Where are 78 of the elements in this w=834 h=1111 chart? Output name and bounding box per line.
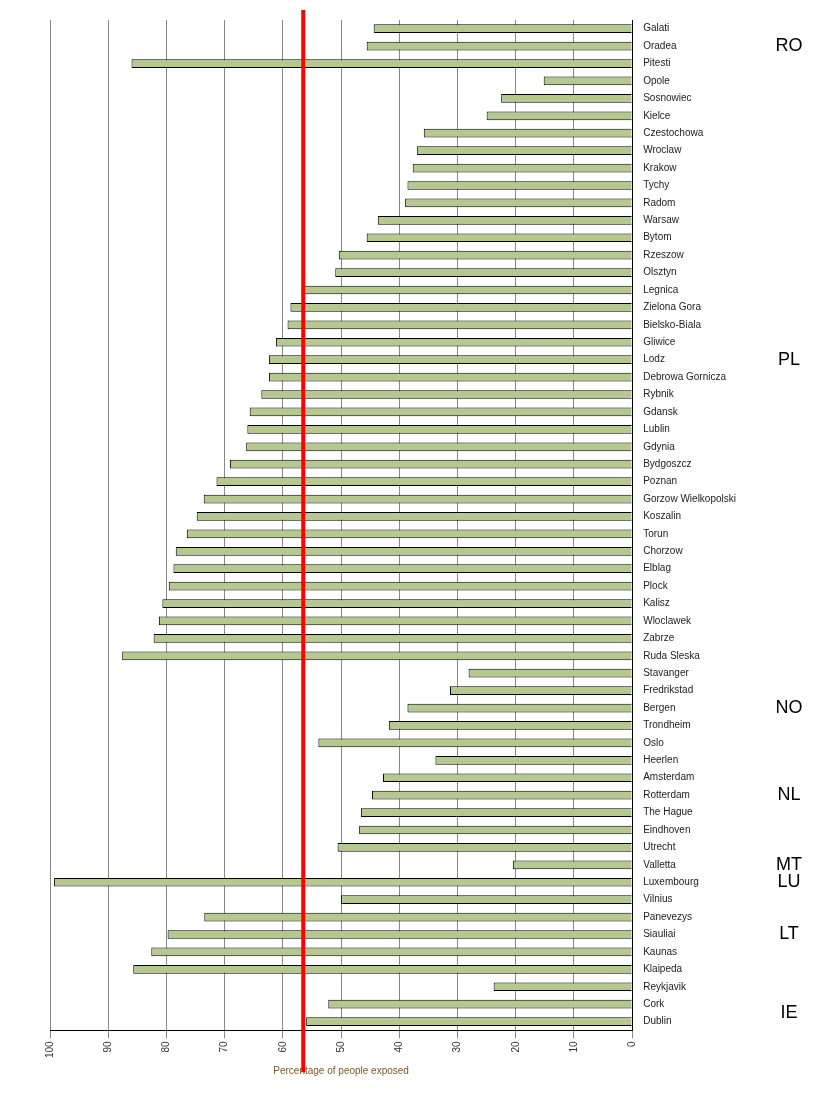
y-tick-label: Wroclaw	[643, 144, 683, 156]
y-tick-label: Radom	[643, 196, 676, 208]
y-tick-label: Tychy	[643, 179, 670, 191]
y-tick-label: Lodz	[643, 353, 665, 365]
y-tick-label: Rybnik	[643, 388, 675, 400]
y-tick-label: Kaunas	[643, 945, 678, 957]
y-tick-label: Bytom	[643, 231, 672, 243]
x-tick-label: 30	[451, 1040, 463, 1053]
y-tick-label: The Hague	[643, 806, 694, 818]
y-tick-label: Oradea	[643, 39, 677, 51]
y-tick-label: Chorzow	[643, 545, 684, 557]
y-tick-label: Gorzow Wielkopolski	[643, 492, 737, 504]
y-tick-label: Bergen	[643, 701, 676, 713]
y-tick-label: Cork	[643, 997, 666, 1009]
x-tick-label: 100	[43, 1040, 55, 1058]
y-tick-label: Galati	[643, 22, 670, 34]
text: NL	[777, 784, 801, 805]
y-tick-label: Siauliai	[643, 928, 676, 940]
y-tick-label: Gdansk	[643, 405, 679, 417]
y-tick-label: Bielsko-Biala	[643, 318, 702, 330]
y-tick-label: Fredrikstad	[643, 684, 694, 696]
x-tick-label: 60	[276, 1040, 288, 1053]
x-tick-label: 80	[160, 1040, 172, 1053]
y-tick-label: Czestochowa	[643, 126, 704, 138]
y-tick-label: Gdynia	[643, 440, 676, 452]
y-tick-label: Zabrze	[643, 632, 675, 644]
text: NO	[775, 697, 803, 718]
y-tick-label: Sosnowiec	[643, 92, 692, 104]
y-tick-label: Rotterdam	[643, 788, 690, 800]
y-tick-label: Trondheim	[643, 719, 691, 731]
y-tick-label: Koszalin	[643, 510, 682, 522]
y-tick-label: Torun	[643, 527, 669, 539]
y-tick-label: Warsaw	[643, 214, 680, 226]
y-tick-label: Amsterdam	[643, 771, 695, 783]
y-tick-label: Luxembourg	[643, 876, 699, 887]
y-tick-label: Klaipeda	[643, 963, 683, 975]
y-tick-label: Reykjavik	[643, 980, 687, 992]
y-tick-label: Olsztyn	[643, 266, 677, 278]
x-tick-label: 40	[393, 1040, 405, 1053]
y-tick-label: Dublin	[643, 1015, 672, 1027]
y-tick-label: Panevezys	[643, 910, 693, 922]
y-tick-label: Legnica	[643, 283, 679, 295]
y-tick-label: Plock	[643, 579, 669, 591]
y-tick-label: Zielona Gora	[643, 301, 702, 313]
y-tick-label: Kielce	[643, 109, 671, 121]
text: LU	[777, 871, 801, 892]
text: MT	[776, 853, 802, 874]
y-tick-label: Bydgoszcz	[643, 457, 692, 469]
y-tick-label: Ruda Sleska	[643, 649, 701, 661]
y-tick-label: Elblag	[643, 562, 672, 574]
y-tick-label: Poznan	[643, 475, 678, 487]
y-tick-label: Eindhoven	[643, 823, 691, 835]
x-tick-label: 10	[567, 1040, 579, 1053]
y-tick-label: Gliwice	[643, 336, 676, 348]
y-tick-label: Opole	[643, 74, 671, 86]
x-tick-label: 50	[334, 1040, 346, 1053]
text: LT	[779, 923, 799, 944]
y-tick-label: Lublin	[643, 423, 670, 435]
y-tick-label: Krakow	[643, 161, 678, 173]
y-tick-label: Utrecht	[643, 841, 676, 853]
y-tick-label: Heerlen	[643, 754, 679, 766]
text: IE	[780, 1001, 798, 1022]
y-tick-label: Rzeszow	[643, 248, 685, 260]
x-tick-label: 20	[509, 1040, 521, 1053]
y-tick-label: Vilnius	[643, 893, 673, 905]
x-tick-label: 90	[101, 1040, 113, 1053]
y-tick-label: Kalisz	[643, 597, 670, 609]
x-axis-title: Percentage of people exposed	[273, 1064, 409, 1076]
y-tick-label: Wloclawek	[643, 614, 692, 626]
text: PL	[777, 348, 801, 369]
x-tick-label: 70	[218, 1040, 230, 1053]
y-tick-label: Stavanger	[643, 666, 690, 678]
y-tick-label: Pitesti	[643, 57, 671, 69]
y-tick-label: Debrowa Gornicza	[643, 370, 727, 382]
x-tick-label: 0	[625, 1040, 637, 1047]
text: RO	[775, 35, 803, 56]
y-tick-label: Valletta	[643, 858, 677, 870]
y-tick-label: Oslo	[643, 736, 665, 748]
